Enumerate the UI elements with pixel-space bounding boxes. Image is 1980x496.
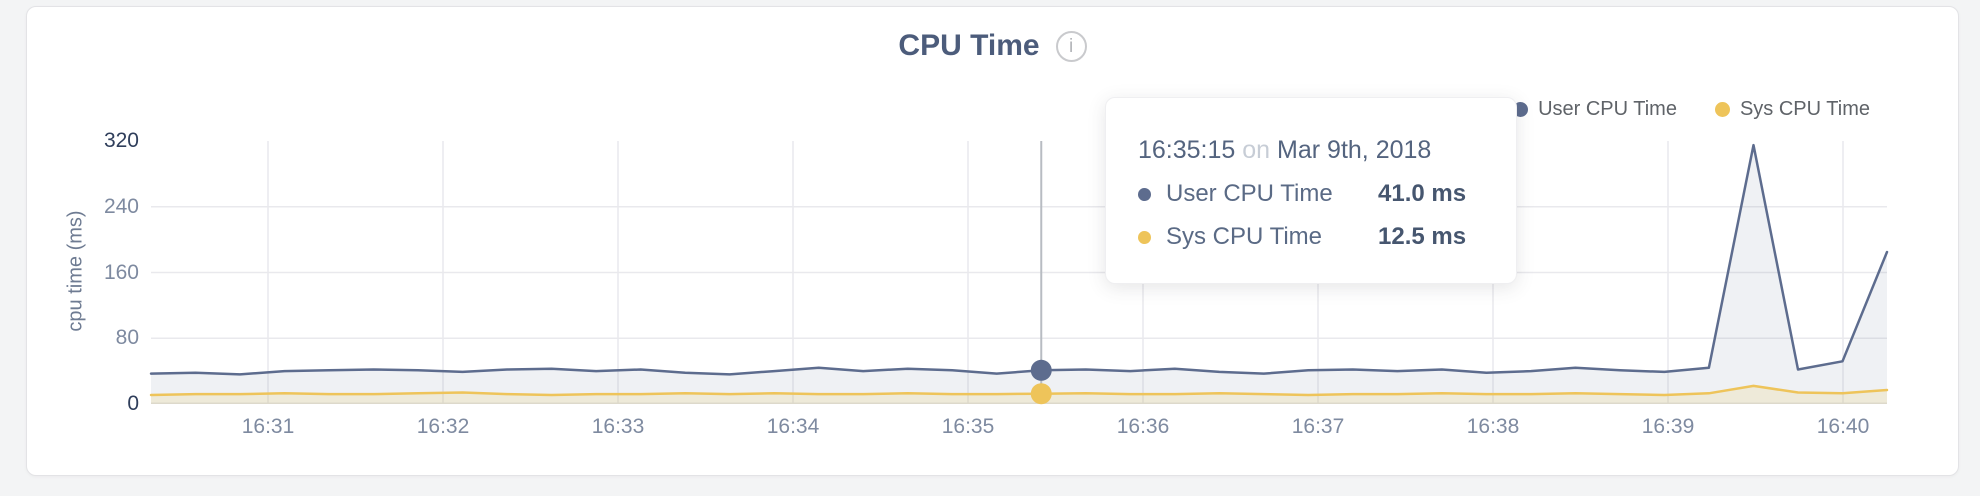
tooltip-series-label: Sys CPU Time xyxy=(1166,223,1323,250)
cpu-time-chart-card: CPU Time i User CPU Time Sys CPU Time cpu… xyxy=(26,6,1959,476)
chart-title: CPU Time xyxy=(898,29,1040,62)
tooltip-date: Mar 9th, 2018 xyxy=(1277,136,1432,164)
tooltip-timestamp: 16:35:15 on Mar 9th, 2018 xyxy=(1138,136,1490,165)
x-tick-label: 16:31 xyxy=(241,415,295,438)
chart-plot-area[interactable] xyxy=(149,141,1889,405)
user-cpu-time-line xyxy=(149,143,1889,376)
tooltip-series-label: User CPU Time xyxy=(1166,180,1333,207)
x-tick-label: 16:36 xyxy=(1116,415,1170,438)
chart-tooltip: 16:35:15 on Mar 9th, 2018 User CPU Time 4… xyxy=(1105,97,1517,284)
x-tick-label: 16:35 xyxy=(941,415,995,438)
tooltip-connector: on xyxy=(1242,136,1271,164)
tooltip-series-dot xyxy=(1138,187,1151,201)
y-tick-label: 160 xyxy=(103,260,139,284)
legend-label: Sys CPU Time xyxy=(1739,98,1870,120)
legend-item-sys-cpu-time[interactable]: Sys CPU Time xyxy=(1714,98,1870,121)
user-cpu-time-area xyxy=(151,145,1887,404)
legend-dot xyxy=(1714,102,1730,117)
legend-item-user-cpu-time[interactable]: User CPU Time xyxy=(1513,98,1677,121)
x-tick-label: 16:37 xyxy=(1291,415,1345,438)
x-tick-label: 16:34 xyxy=(766,415,820,438)
x-tick-label: 16:39 xyxy=(1641,415,1695,438)
chart-legend: User CPU Time Sys CPU Time xyxy=(1513,98,1870,121)
tooltip-series-dot xyxy=(1138,230,1151,244)
info-icon[interactable]: i xyxy=(1055,30,1087,62)
x-tick-label: 16:32 xyxy=(416,415,470,438)
tooltip-series-value: 41.0 ms xyxy=(1378,180,1467,207)
tooltip-series-value: 12.5 ms xyxy=(1378,223,1467,250)
sys-cpu-time-line xyxy=(149,384,1889,397)
x-tick-label: 16:40 xyxy=(1816,415,1870,438)
y-tick-label: 80 xyxy=(115,326,139,350)
x-tick-label: 16:33 xyxy=(591,415,645,438)
y-tick-label: 0 xyxy=(127,392,139,415)
legend-label: User CPU Time xyxy=(1538,98,1677,120)
cursor-dot-user-cpu-time xyxy=(1030,359,1052,381)
grid-lines xyxy=(151,141,1887,404)
tooltip-row: User CPU Time 41.0 ms xyxy=(1138,180,1490,208)
y-tick-label: 320 xyxy=(103,129,139,152)
y-tick-label: 240 xyxy=(103,194,139,218)
chart-header: CPU Time i xyxy=(27,29,1958,63)
tooltip-row: Sys CPU Time 12.5 ms xyxy=(1138,223,1490,251)
cursor-dot-sys-cpu-time xyxy=(1030,383,1052,405)
cpu-time-chart-svg xyxy=(149,141,1889,405)
x-tick-label: 16:38 xyxy=(1466,415,1520,438)
tooltip-time: 16:35:15 xyxy=(1138,136,1236,164)
tooltip-rows: User CPU Time 41.0 ms Sys CPU Time 12.5 ms xyxy=(1138,180,1490,251)
